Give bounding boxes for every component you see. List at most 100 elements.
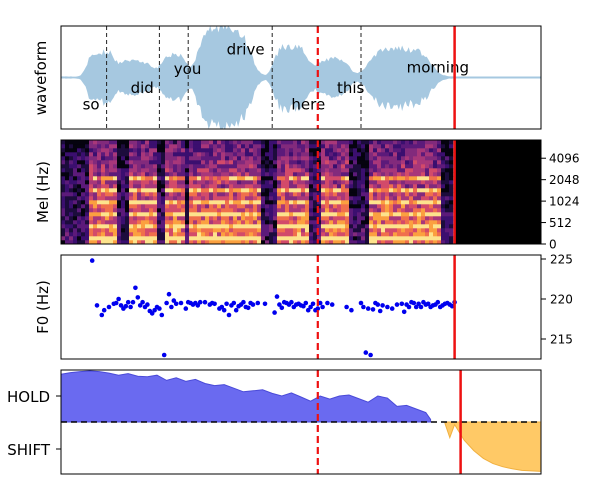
spectrogram-cell	[317, 180, 322, 185]
spectrogram-cell	[165, 200, 170, 205]
spectrogram-cell	[425, 176, 430, 181]
spectrogram-cell	[157, 204, 162, 209]
spectrogram-cell	[305, 188, 310, 193]
spectrogram-cell	[73, 164, 78, 169]
spectrogram-cell	[157, 156, 162, 161]
spectrogram-cell	[261, 220, 266, 225]
spectrogram-cell	[369, 196, 374, 201]
spectrogram-cell	[437, 204, 442, 209]
spectrogram-cell	[429, 204, 434, 209]
spectrogram-cell	[437, 152, 442, 157]
f0-point	[212, 301, 217, 307]
spectrogram-cell	[81, 152, 86, 157]
spectrogram-cell	[433, 240, 438, 245]
spectrogram-cell	[189, 196, 194, 201]
spectrogram-cell	[69, 192, 74, 197]
spectrogram-cell	[365, 180, 370, 185]
spectrogram-cell	[269, 196, 274, 201]
spectrogram-cell	[425, 204, 430, 209]
spectrogram-cell	[209, 204, 214, 209]
spectrogram-cell	[249, 228, 254, 233]
spectrogram-cell	[341, 168, 346, 173]
spectrogram-cell	[189, 212, 194, 217]
f0-point	[274, 294, 280, 299]
spectrogram-cell	[141, 192, 146, 197]
spectrogram-cell	[365, 204, 370, 209]
spectrogram-cell	[305, 208, 310, 213]
spectrogram-cell	[121, 140, 126, 145]
spectrogram-cell	[433, 168, 438, 173]
spectrogram-cell	[145, 168, 150, 173]
spectrogram-cell	[61, 212, 66, 217]
spectrogram-cell	[109, 168, 114, 173]
spectrogram-cell	[301, 188, 306, 193]
spectrogram-cell	[141, 228, 146, 233]
spectrogram-cell	[225, 172, 230, 177]
spectrogram-cell	[425, 216, 430, 221]
spectrogram-cell	[161, 160, 166, 165]
spectrogram-cell	[429, 240, 434, 245]
spectrogram-cell	[285, 196, 290, 201]
spectrogram-cell	[81, 212, 86, 217]
spectrogram-cell	[253, 172, 258, 177]
spectrogram-cell	[401, 204, 406, 209]
spectrogram-cell	[413, 164, 418, 169]
spectrogram-cell	[213, 172, 218, 177]
spectrogram-cell	[153, 196, 158, 201]
spectrogram-cell	[225, 168, 230, 173]
f0-point	[241, 299, 246, 305]
spectrogram-cell	[185, 220, 190, 225]
spectrogram-cell	[301, 232, 306, 237]
spectrogram-cell	[177, 164, 182, 169]
spectrogram-cell	[101, 176, 106, 181]
spectrogram-cell	[353, 184, 358, 189]
spectrogram-cell	[433, 152, 438, 157]
spectrogram-cell	[129, 188, 134, 193]
spectrogram-cell	[289, 160, 294, 165]
spectrogram-cell	[65, 196, 70, 201]
spectrogram-cell	[133, 232, 138, 237]
spectrogram-cell	[405, 208, 410, 213]
spectrogram-cell	[181, 188, 186, 193]
spectrogram-cell	[385, 180, 390, 185]
spectrogram-cell	[189, 240, 194, 245]
spectrogram-cell	[425, 152, 430, 157]
spectrogram-cell	[329, 148, 334, 153]
spectrogram-cell	[145, 180, 150, 185]
spectrogram-cell	[261, 160, 266, 165]
spectrogram-cell	[437, 156, 442, 161]
spectrogram-cell	[273, 156, 278, 161]
spectrogram-cell	[361, 184, 366, 189]
spectrogram-cell	[73, 180, 78, 185]
spectrogram-cell	[325, 204, 330, 209]
spectrogram-cell	[221, 152, 226, 157]
spectrogram-cell	[389, 156, 394, 161]
spectrogram-cell	[273, 148, 278, 153]
spectrogram-cell	[73, 204, 78, 209]
spectrogram-cell	[381, 236, 386, 241]
spectrogram-cell	[293, 164, 298, 169]
spectrogram-cell	[345, 228, 350, 233]
spectrogram-cell	[161, 232, 166, 237]
spectrogram-cell	[149, 208, 154, 213]
spectrogram-cell	[149, 140, 154, 145]
shift-area	[444, 421, 541, 472]
spectrogram-cell	[397, 236, 402, 241]
spectrogram-cell	[125, 144, 130, 149]
spectrogram-cell	[113, 192, 118, 197]
spectrogram-cell	[97, 156, 102, 161]
spectrogram-cell	[181, 216, 186, 221]
spectrogram-cell	[89, 172, 94, 177]
spectrogram-cell	[261, 204, 266, 209]
spectrogram-cell	[125, 204, 130, 209]
spectrogram-cell	[317, 228, 322, 233]
spectrogram-cell	[233, 200, 238, 205]
spectrogram-cell	[281, 224, 286, 229]
spectrogram-cell	[369, 188, 374, 193]
spectrogram-cell	[433, 140, 438, 145]
spectrogram-cell	[181, 212, 186, 217]
spectrogram-cell	[125, 200, 130, 205]
spectrogram-cell	[217, 184, 222, 189]
spectrogram-cell	[257, 192, 262, 197]
spectrogram-cell	[309, 208, 314, 213]
